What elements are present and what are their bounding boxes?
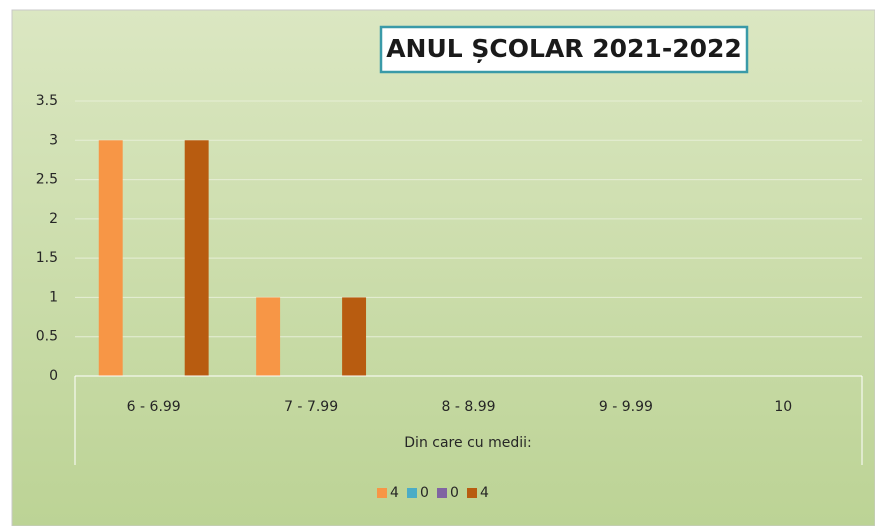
y-tick-label: 2.5 [36,172,58,188]
y-tick-label: 3 [49,132,58,148]
chart-title: ANUL ȘCOLAR 2021-2022 [386,34,742,63]
y-tick-label: 1.5 [36,250,58,266]
y-tick-label: 2 [49,211,58,227]
x-tick-label: 10 [774,399,792,415]
bar [256,297,281,376]
bar [342,297,367,376]
bar [184,140,209,376]
y-tick-label: 3.5 [36,93,58,109]
legend-swatch [437,488,447,498]
y-tick-label: 0.5 [36,329,58,345]
legend-swatch [407,488,417,498]
legend-label: 4 [480,485,489,501]
x-tick-label: 6 - 6.99 [127,399,181,415]
legend-label: 0 [450,485,459,501]
y-tick-label: 0 [49,368,58,384]
legend-label: 4 [390,485,399,501]
legend-label: 0 [420,485,429,501]
x-tick-label: 7 - 7.99 [284,399,338,415]
legend-swatch [377,488,387,498]
chart-background [11,9,875,526]
bar [98,140,123,376]
x-tick-label: 9 - 9.99 [599,399,653,415]
x-tick-label: 8 - 8.99 [441,399,495,415]
legend-swatch [467,488,477,498]
y-tick-label: 1 [49,289,58,305]
title-box [379,25,749,74]
x-axis-title: Din care cu medii: [404,435,531,451]
